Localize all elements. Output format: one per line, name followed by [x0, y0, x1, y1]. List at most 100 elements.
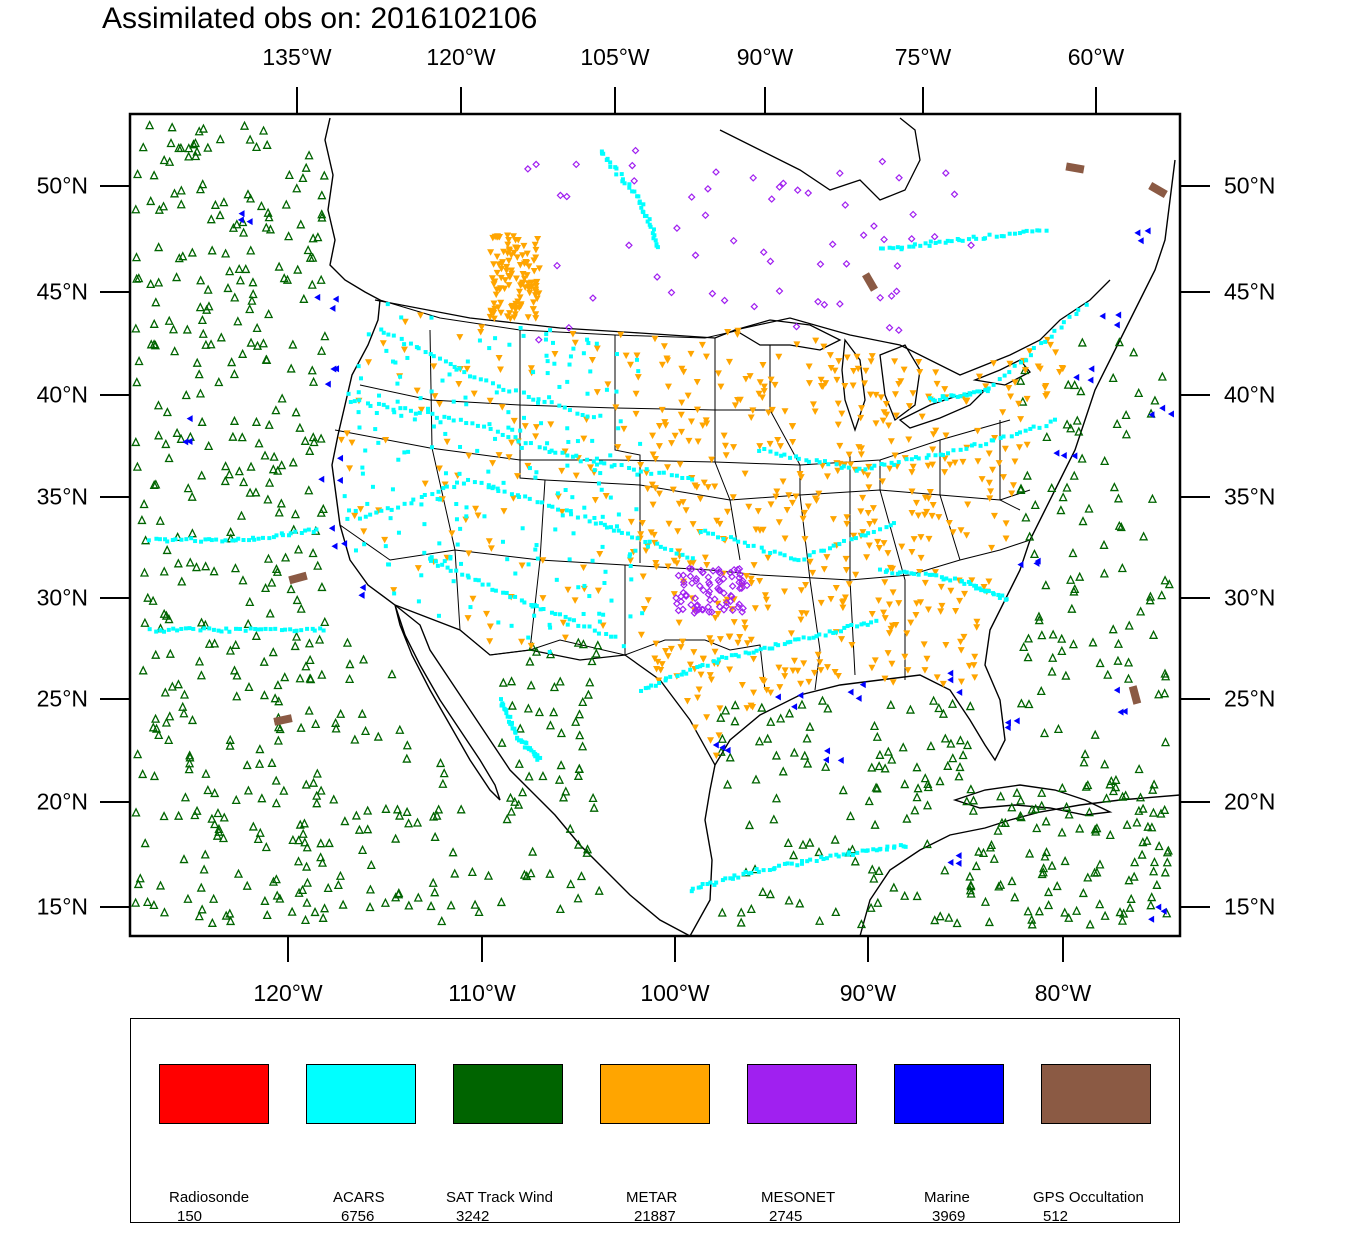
sat-wind-marker	[303, 245, 313, 255]
bottom-tick-label: 80°W	[1034, 980, 1092, 1006]
acars-marker	[612, 463, 617, 468]
legend-count: 150	[177, 1208, 203, 1225]
acars-marker	[390, 487, 395, 492]
acars-marker	[299, 628, 304, 633]
metar-marker	[878, 478, 886, 485]
mesonet-marker	[698, 605, 706, 614]
sat-wind-marker	[1162, 857, 1172, 867]
metar-marker	[1034, 363, 1042, 370]
acars-marker	[482, 514, 487, 519]
acars-marker	[851, 852, 856, 857]
sat-wind-marker	[889, 882, 899, 892]
metar-marker	[867, 391, 875, 399]
acars-marker	[560, 513, 565, 518]
acars-marker	[927, 243, 932, 248]
sat-wind-marker	[1160, 575, 1170, 585]
acars-marker	[279, 628, 284, 633]
metar-marker	[764, 554, 772, 562]
acars-marker	[983, 589, 988, 594]
mesonet-marker	[686, 572, 695, 581]
acars-marker	[1074, 312, 1079, 317]
metar-marker	[881, 675, 889, 683]
metar-marker	[443, 438, 451, 446]
mesonet-marker	[679, 605, 687, 614]
mesonet-marker	[679, 571, 688, 580]
metar-marker	[747, 414, 755, 422]
acars-marker	[680, 552, 685, 557]
metar-marker	[539, 557, 547, 564]
sat-wind-marker	[203, 142, 213, 152]
sat-wind-marker	[210, 199, 220, 209]
metar-marker	[905, 403, 913, 410]
acars-marker	[396, 530, 401, 535]
metar-marker	[999, 409, 1007, 416]
metar-marker	[891, 391, 899, 398]
acars-marker	[674, 473, 679, 478]
acars-marker	[598, 413, 603, 418]
sat-wind-marker	[965, 701, 975, 711]
acars-marker	[314, 527, 319, 532]
mesonet-marker	[532, 160, 540, 169]
acars-marker	[746, 543, 751, 548]
metar-marker	[726, 666, 734, 674]
marine-marker	[1155, 903, 1162, 911]
sat-wind-marker	[316, 274, 326, 284]
sat-wind-marker	[210, 787, 220, 798]
metar-marker	[658, 361, 666, 369]
acars-marker	[533, 475, 538, 480]
sat-wind-marker	[138, 665, 148, 675]
legend-item-mesonet: MESONET 2745	[747, 1064, 887, 1225]
mesonet-marker	[870, 222, 878, 230]
acars-marker	[544, 353, 549, 358]
metar-marker	[832, 585, 840, 592]
metar-marker	[503, 263, 511, 271]
acars-marker	[609, 634, 614, 639]
legend-swatch	[453, 1064, 563, 1124]
marine-marker	[328, 524, 335, 532]
metar-marker	[929, 502, 937, 509]
metar-marker	[558, 508, 566, 516]
metar-marker	[758, 394, 766, 402]
acars-marker	[477, 338, 482, 343]
acars-marker	[891, 246, 896, 251]
acars-marker	[782, 642, 787, 647]
acars-marker	[948, 578, 953, 583]
acars-marker	[368, 512, 373, 517]
sat-wind-marker	[151, 713, 161, 723]
acars-marker	[455, 542, 460, 547]
sat-wind-marker	[1047, 482, 1057, 493]
sat-wind-marker	[507, 676, 517, 686]
sat-wind-marker	[574, 763, 584, 773]
sat-wind-marker	[252, 340, 263, 350]
acars-marker	[599, 460, 604, 465]
acars-marker	[1024, 358, 1029, 363]
sat-wind-marker	[268, 647, 278, 657]
sat-wind-marker	[1048, 629, 1058, 639]
metar-marker	[693, 406, 701, 414]
legend-item-gps-occultation: GPS Occultation 512	[1033, 1064, 1181, 1225]
acars-marker	[941, 452, 946, 457]
acars-marker	[889, 460, 894, 465]
metar-marker	[654, 658, 662, 666]
sat-wind-marker	[134, 356, 144, 366]
metar-marker	[1056, 369, 1064, 376]
metar-marker	[677, 644, 685, 651]
sat-wind-marker	[269, 451, 279, 461]
sat-wind-marker	[1143, 821, 1153, 831]
acars-marker	[846, 852, 851, 857]
metar-marker	[518, 562, 526, 569]
acars-marker	[811, 550, 816, 555]
metar-marker	[505, 454, 513, 461]
acars-marker	[451, 418, 456, 423]
metar-marker	[750, 689, 758, 697]
gps-occultation-marker	[1065, 162, 1085, 174]
marine-marker	[847, 688, 854, 696]
acars-marker	[362, 542, 367, 547]
sat-wind-marker	[242, 880, 252, 890]
sat-wind-marker	[176, 199, 186, 209]
mesonet-marker	[691, 594, 700, 603]
acars-marker	[958, 394, 963, 399]
acars-marker	[553, 611, 558, 616]
acars-marker	[821, 857, 826, 862]
acars-marker	[464, 514, 469, 519]
